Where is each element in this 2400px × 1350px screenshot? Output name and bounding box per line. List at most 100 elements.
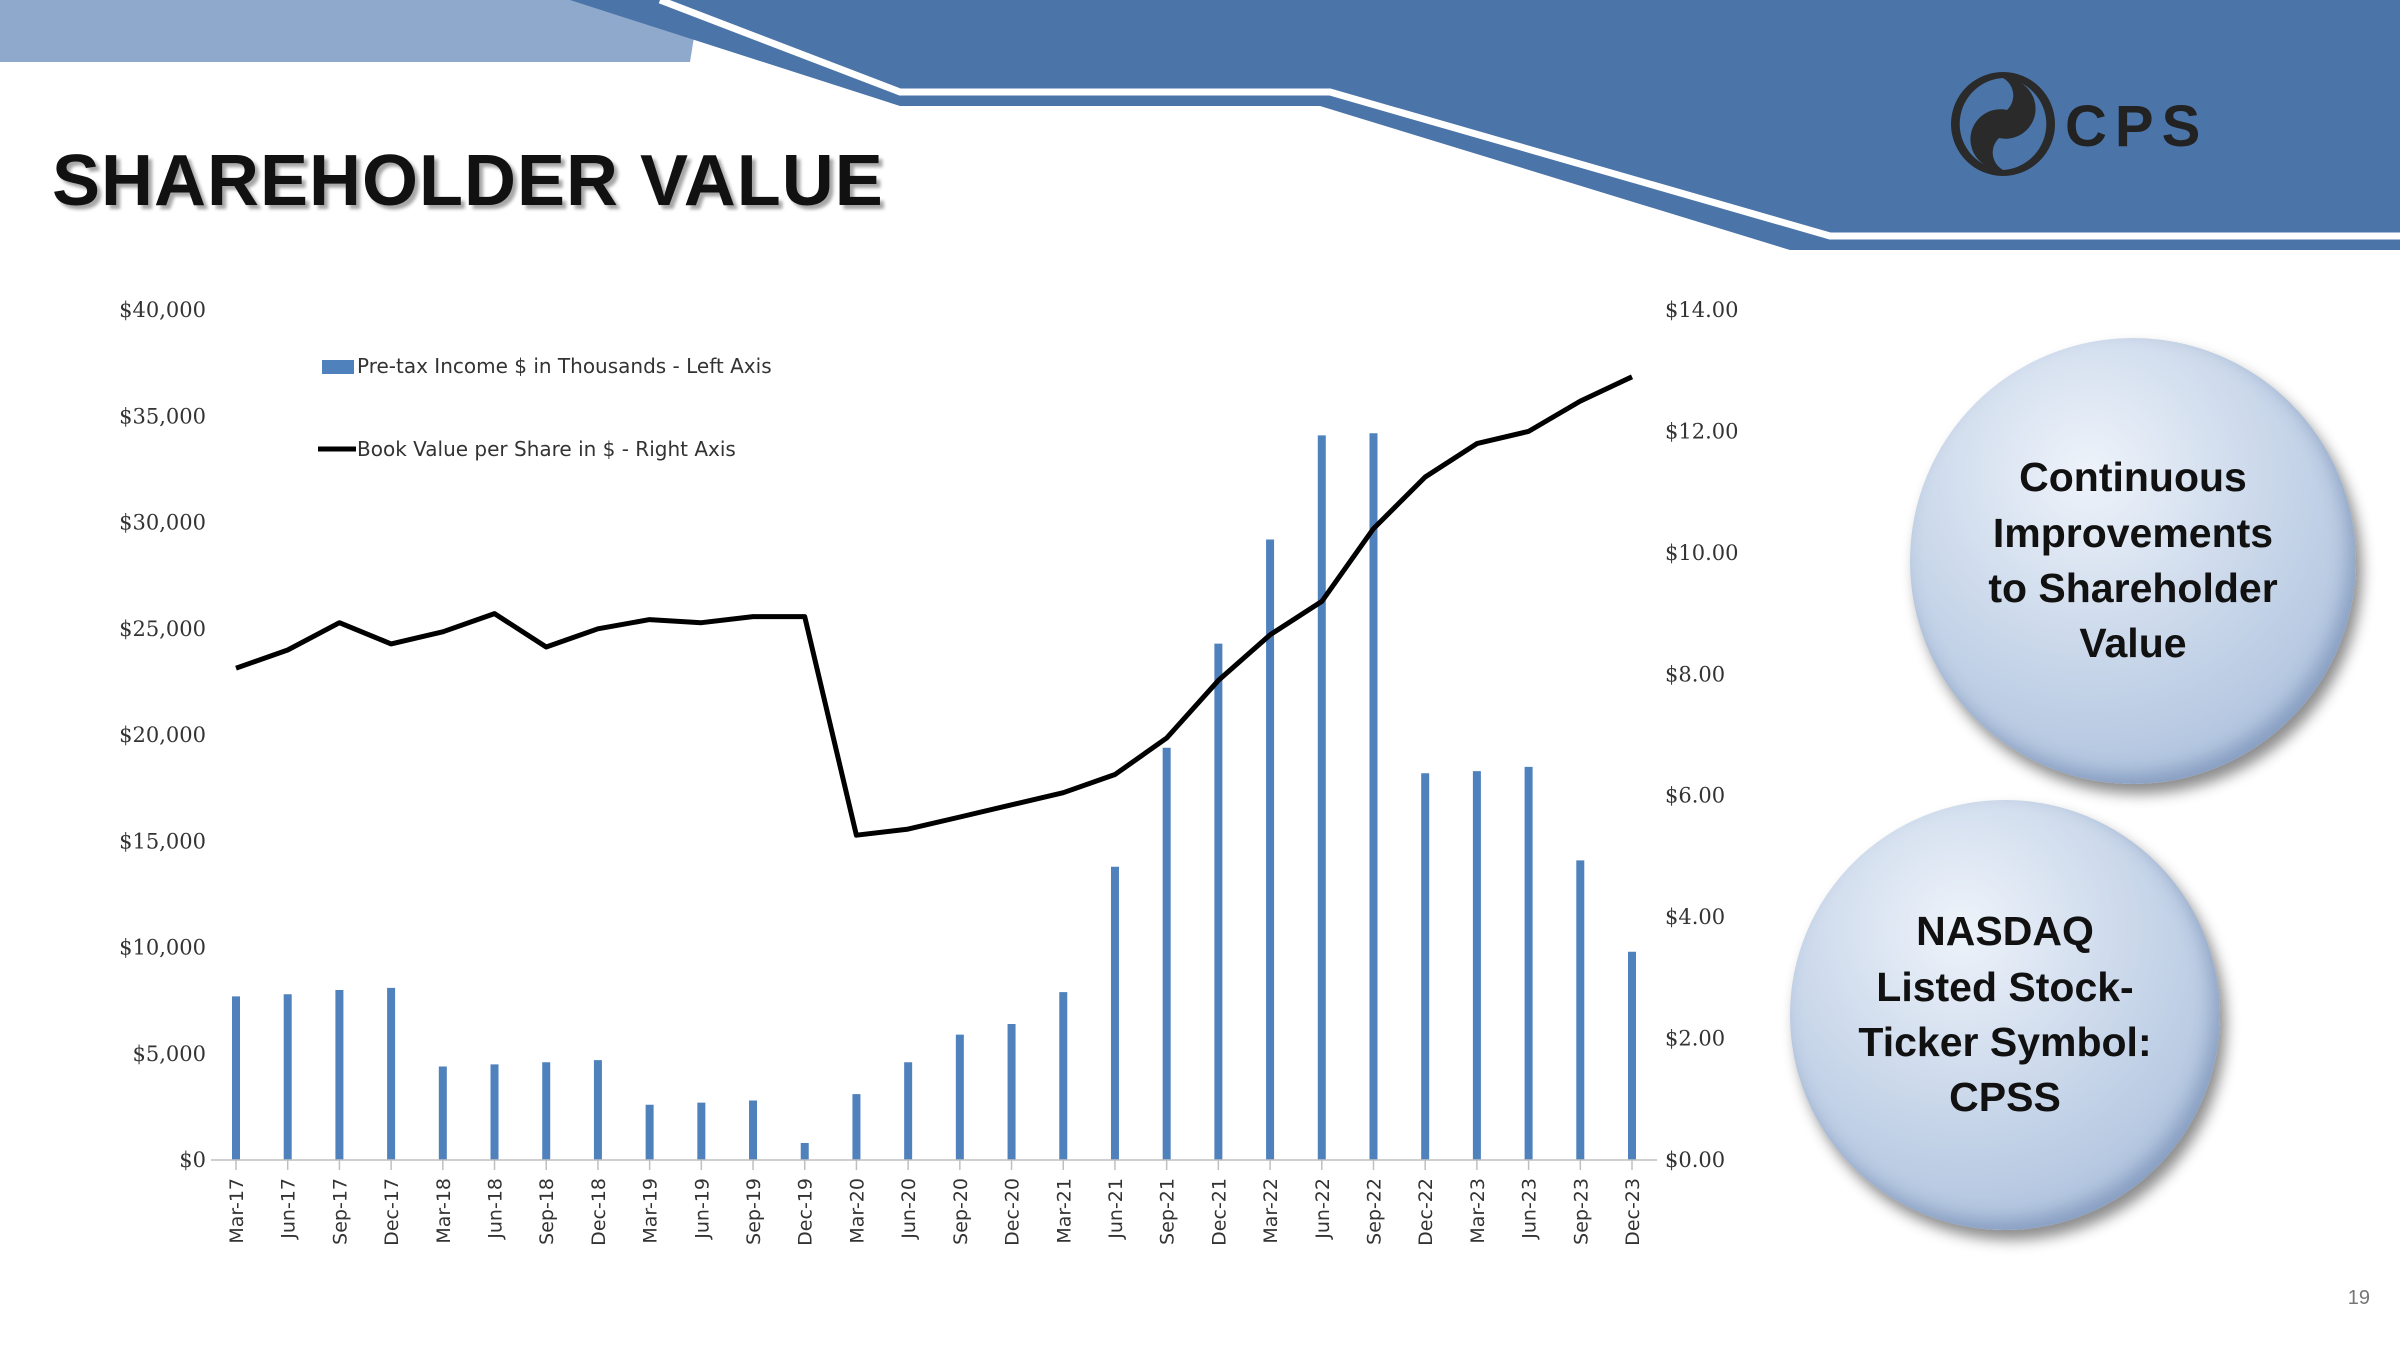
x-tick-label: Sep-18 xyxy=(536,1178,558,1245)
left-tick-label: $40,000 xyxy=(119,298,206,322)
x-tick-label: Dec-23 xyxy=(1622,1178,1644,1246)
x-tick-label: Sep-19 xyxy=(743,1178,765,1245)
left-tick-label: $30,000 xyxy=(119,511,206,535)
cps-logo: CPS xyxy=(1945,60,2225,190)
left-tick-label: $25,000 xyxy=(119,617,206,641)
legend-swatch-bar xyxy=(322,360,354,374)
x-tick-label: Sep-23 xyxy=(1570,1178,1592,1245)
x-tick-label: Mar-18 xyxy=(433,1178,455,1244)
x-tick-label: Dec-22 xyxy=(1415,1178,1437,1246)
bar xyxy=(1421,773,1430,1160)
left-tick-label: $5,000 xyxy=(133,1042,206,1066)
x-tick-label: Sep-21 xyxy=(1157,1178,1179,1245)
bar xyxy=(1007,1024,1016,1160)
bar xyxy=(852,1094,861,1160)
legend-label-line: Book Value per Share in $ - Right Axis xyxy=(357,437,736,461)
page-title: SHAREHOLDER VALUE xyxy=(52,141,884,221)
x-tick-label: Mar-23 xyxy=(1467,1178,1489,1244)
callout-shareholder-value: Continuous Improvements to Shareholder V… xyxy=(1910,338,2356,784)
callout-line: Continuous xyxy=(2019,454,2247,501)
bar xyxy=(1214,643,1223,1160)
right-tick-label: $6.00 xyxy=(1665,784,1725,808)
x-tick-label: Dec-21 xyxy=(1208,1178,1230,1246)
callout-line: Ticker Symbol: xyxy=(1858,1019,2152,1065)
x-tick-label: Dec-18 xyxy=(588,1178,610,1246)
x-tick-label: Jun-19 xyxy=(691,1178,713,1240)
bar xyxy=(490,1064,499,1160)
left-axis: $0 $5,000 $10,000 $15,000 $20,000 $25,000 $30,… xyxy=(119,298,206,1172)
bar xyxy=(645,1104,654,1160)
left-tick-label: $0 xyxy=(179,1148,206,1172)
x-tick-label: Sep-22 xyxy=(1363,1178,1385,1245)
bar xyxy=(1524,766,1533,1160)
callout-line: Listed Stock- xyxy=(1876,963,2134,1010)
bar xyxy=(1110,866,1119,1160)
legend: Pre-tax Income $ in Thousands - Left Axi… xyxy=(318,354,772,461)
x-tick-label: Mar-22 xyxy=(1260,1178,1282,1244)
right-tick-label: $4.00 xyxy=(1665,905,1725,929)
right-tick-label: $8.00 xyxy=(1665,662,1725,686)
right-tick-label: $12.00 xyxy=(1665,419,1738,443)
bar xyxy=(438,1066,447,1160)
banner-light-band xyxy=(0,0,700,62)
x-tick-label: Jun-23 xyxy=(1519,1178,1541,1240)
header-banner xyxy=(0,0,2400,250)
left-tick-label: $35,000 xyxy=(119,404,206,428)
bar xyxy=(387,987,396,1160)
bar xyxy=(800,1143,809,1160)
x-tick-label: Sep-20 xyxy=(950,1178,972,1245)
x-tick-label: Mar-19 xyxy=(640,1178,662,1244)
bar xyxy=(1266,539,1275,1160)
bar xyxy=(542,1062,551,1160)
bar xyxy=(904,1062,913,1160)
left-tick-label: $15,000 xyxy=(119,829,206,853)
left-tick-label: $20,000 xyxy=(119,723,206,747)
bar-series xyxy=(232,433,1636,1160)
x-tick-label: Mar-21 xyxy=(1053,1178,1075,1244)
bar xyxy=(749,1100,758,1160)
bar xyxy=(955,1034,964,1160)
logo-text: CPS xyxy=(2065,94,2208,159)
bar xyxy=(1369,433,1378,1160)
bar xyxy=(593,1060,602,1160)
callout-line: CPSS xyxy=(1949,1074,2061,1121)
bar xyxy=(232,996,240,1160)
x-tick-label: Mar-17 xyxy=(226,1178,248,1244)
callout-line: to Shareholder xyxy=(1988,565,2278,611)
callout-line: Value xyxy=(2079,620,2187,667)
bar xyxy=(1472,771,1481,1160)
callout-line: Improvements xyxy=(1992,509,2274,556)
callout-line: NASDAQ xyxy=(1916,908,2094,955)
bar xyxy=(335,990,344,1160)
right-tick-label: $10.00 xyxy=(1665,541,1738,565)
legend-label-bar: Pre-tax Income $ in Thousands - Left Axi… xyxy=(357,354,772,378)
banner-main-band xyxy=(570,0,2400,250)
x-tick-label: Dec-19 xyxy=(795,1178,817,1246)
right-axis: $0.00 $2.00 $4.00 $6.00 $8.00 $10.00 $12.00 $14… xyxy=(1665,298,1738,1172)
bar xyxy=(283,994,292,1160)
x-tick-label: Jun-20 xyxy=(898,1178,920,1240)
x-tick-label: Jun-18 xyxy=(485,1178,507,1240)
right-tick-label: $2.00 xyxy=(1665,1027,1725,1051)
x-tick-label: Dec-20 xyxy=(1002,1178,1024,1246)
x-tick-label: Sep-17 xyxy=(329,1178,351,1245)
banner-stripe xyxy=(658,0,2400,240)
x-axis: Mar-17 Jun-17 Sep-17 Dec-17 Mar-18 Jun-18 Sep-… xyxy=(211,1159,1657,1246)
bar xyxy=(1162,747,1171,1160)
right-tick-label: $0.00 xyxy=(1665,1148,1725,1172)
shareholder-value-chart: $0 $5,000 $10,000 $15,000 $20,000 $25,000 $30,… xyxy=(119,298,1738,1246)
bar xyxy=(1317,435,1326,1160)
x-tick-label: Mar-20 xyxy=(846,1178,868,1244)
page-number: 19 xyxy=(2347,1287,2370,1309)
book-value-line xyxy=(235,374,1634,838)
line-series xyxy=(235,374,1634,838)
bar xyxy=(1628,951,1636,1160)
cps-swirl-icon xyxy=(1951,72,2055,176)
x-tick-label: Jun-17 xyxy=(278,1178,300,1240)
x-tick-label: Jun-22 xyxy=(1312,1178,1334,1240)
bar xyxy=(1576,860,1585,1160)
callout-nasdaq-ticker: NASDAQ Listed Stock- Ticker Symbol: CPSS xyxy=(1790,800,2220,1230)
left-tick-label: $10,000 xyxy=(119,936,206,960)
bar xyxy=(1059,992,1068,1160)
